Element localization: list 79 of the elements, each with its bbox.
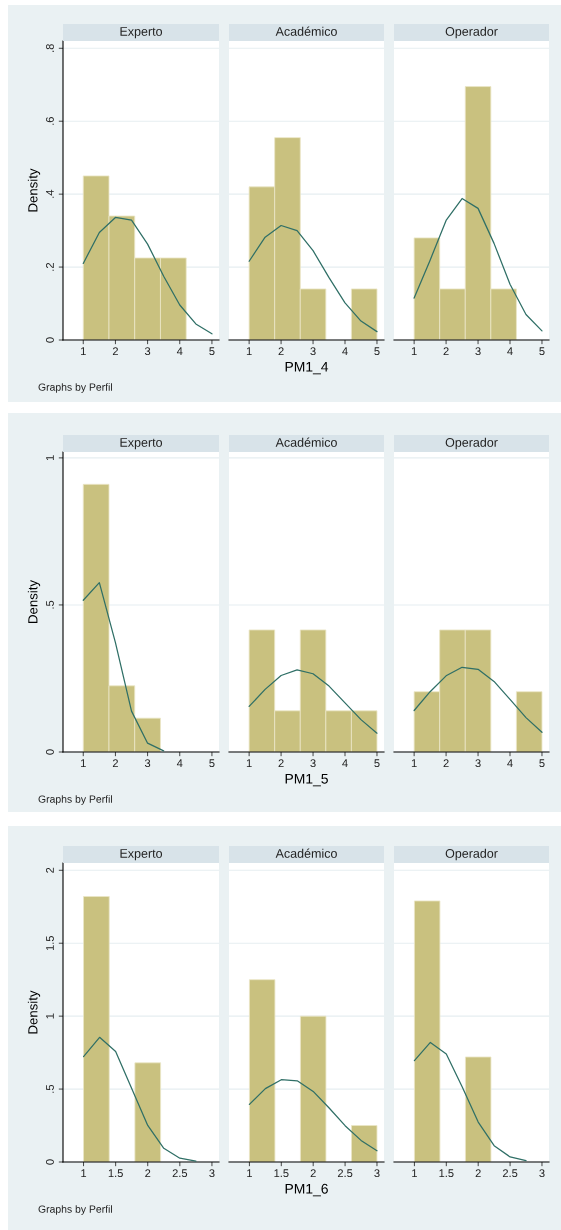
x-tick-label: 4 xyxy=(342,347,348,355)
chart-title: Operador xyxy=(445,26,498,39)
chart-title: Operador xyxy=(445,848,498,861)
x-tick-label: 3 xyxy=(144,759,151,768)
x-tick-label: 1 xyxy=(247,1169,252,1177)
x-tick-label: 1.5 xyxy=(108,1169,123,1178)
y-tick-label: .5 xyxy=(46,1084,54,1093)
chart-title: Académico xyxy=(275,26,337,36)
x-tick-label: 1.5 xyxy=(274,1169,289,1178)
y-tick-label: 0 xyxy=(45,1159,54,1165)
x-tick-label: 3 xyxy=(144,347,151,356)
x-tick-label: 5 xyxy=(539,759,545,768)
chart-title: Operador xyxy=(445,437,498,450)
y-tick-label: .4 xyxy=(46,189,54,198)
x-axis-title: PM1_4 xyxy=(285,361,329,375)
x-tick-label: 2 xyxy=(278,759,284,767)
text: Graphs by Perfil xyxy=(38,795,112,805)
x-tick-label: 3 xyxy=(310,759,316,768)
x-tick-label: 2 xyxy=(475,1169,481,1177)
y-tick-label: 0 xyxy=(45,337,54,343)
x-tick-label: 5 xyxy=(539,347,545,356)
y-tick-label: .2 xyxy=(45,263,54,271)
chart-title: Académico xyxy=(275,848,337,858)
y-tick-label: 0 xyxy=(45,749,54,755)
x-tick-label: 4 xyxy=(342,759,348,767)
x-tick-label: 4 xyxy=(176,759,183,767)
x-tick-label: 2 xyxy=(112,347,118,355)
x-tick-label: 2 xyxy=(112,759,118,767)
x-tick-label: 1 xyxy=(246,347,252,355)
x-tick-label: 1 xyxy=(81,347,86,355)
x-tick-label: 3 xyxy=(475,759,481,768)
x-tick-label: 5 xyxy=(374,347,380,356)
y-tick-label: 1 xyxy=(46,455,54,461)
x-tick-label: 3 xyxy=(475,347,481,356)
y-tick-label: 1.5 xyxy=(46,935,54,951)
x-tick-label: 2 xyxy=(278,347,284,355)
x-tick-label: 4 xyxy=(176,347,183,355)
x-tick-label: 3 xyxy=(374,1169,380,1178)
y-axis-title: Density xyxy=(27,580,41,623)
x-tick-label: 1 xyxy=(81,1169,87,1177)
x-tick-label: 3 xyxy=(209,1169,215,1178)
x-tick-label: 5 xyxy=(209,759,215,768)
line-series xyxy=(82,581,165,752)
x-tick-label: 1 xyxy=(411,347,417,355)
chart-title: Académico xyxy=(275,437,337,447)
y-axis-title: Density xyxy=(27,990,41,1034)
chart-title: Experto xyxy=(120,438,163,450)
x-tick-label: 2.5 xyxy=(502,1169,518,1178)
text: Graphs by Perfil xyxy=(38,1205,112,1215)
x-tick-label: 2.5 xyxy=(337,1169,353,1178)
x-tick-label: 3 xyxy=(310,347,316,356)
y-tick-label: .8 xyxy=(45,44,54,52)
y-tick-label: 1 xyxy=(46,1013,54,1019)
x-tick-label: 4 xyxy=(507,347,513,355)
line-series xyxy=(82,216,213,335)
y-axis-title: Density xyxy=(27,168,41,212)
x-tick-label: 1 xyxy=(412,1169,417,1177)
x-tick-label: 5 xyxy=(209,347,215,356)
text: Graphs by Perfil xyxy=(38,383,112,393)
y-tick-label: .5 xyxy=(46,600,54,609)
x-tick-label: 1 xyxy=(411,759,417,767)
x-tick-label: 2 xyxy=(145,1169,151,1177)
y-tick-label: .6 xyxy=(45,117,54,125)
x-tick-label: 5 xyxy=(374,759,380,768)
chart-title: Experto xyxy=(120,849,163,861)
x-tick-label: 2.5 xyxy=(172,1169,188,1178)
x-tick-label: 1.5 xyxy=(439,1169,454,1178)
x-tick-label: 2 xyxy=(443,759,449,767)
y-tick-label: 2 xyxy=(45,867,54,873)
x-tick-label: 2 xyxy=(443,347,449,355)
x-tick-label: 4 xyxy=(507,759,513,767)
x-tick-label: 1 xyxy=(81,759,86,767)
x-axis-title: PM1_5 xyxy=(285,773,328,787)
chart-title: Experto xyxy=(120,27,163,39)
x-tick-label: 2 xyxy=(310,1169,316,1177)
line-series xyxy=(82,1036,197,1162)
x-tick-label: 3 xyxy=(539,1169,545,1178)
x-axis-title: PM1_6 xyxy=(285,1183,328,1197)
x-tick-label: 1 xyxy=(246,759,252,767)
